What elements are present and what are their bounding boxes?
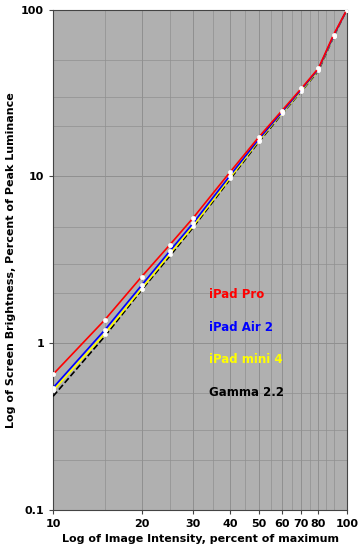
Y-axis label: Log of Screen Brightness, Percent of Peak Luminance: Log of Screen Brightness, Percent of Pea… [5,92,16,427]
Text: iPad Air 2: iPad Air 2 [209,321,273,334]
X-axis label: Log of Image Intensity, percent of maximum: Log of Image Intensity, percent of maxim… [62,535,339,544]
Text: iPad Pro: iPad Pro [209,288,264,301]
Text: Gamma 2.2: Gamma 2.2 [209,386,284,399]
Text: iPad mini 4: iPad mini 4 [209,353,282,366]
